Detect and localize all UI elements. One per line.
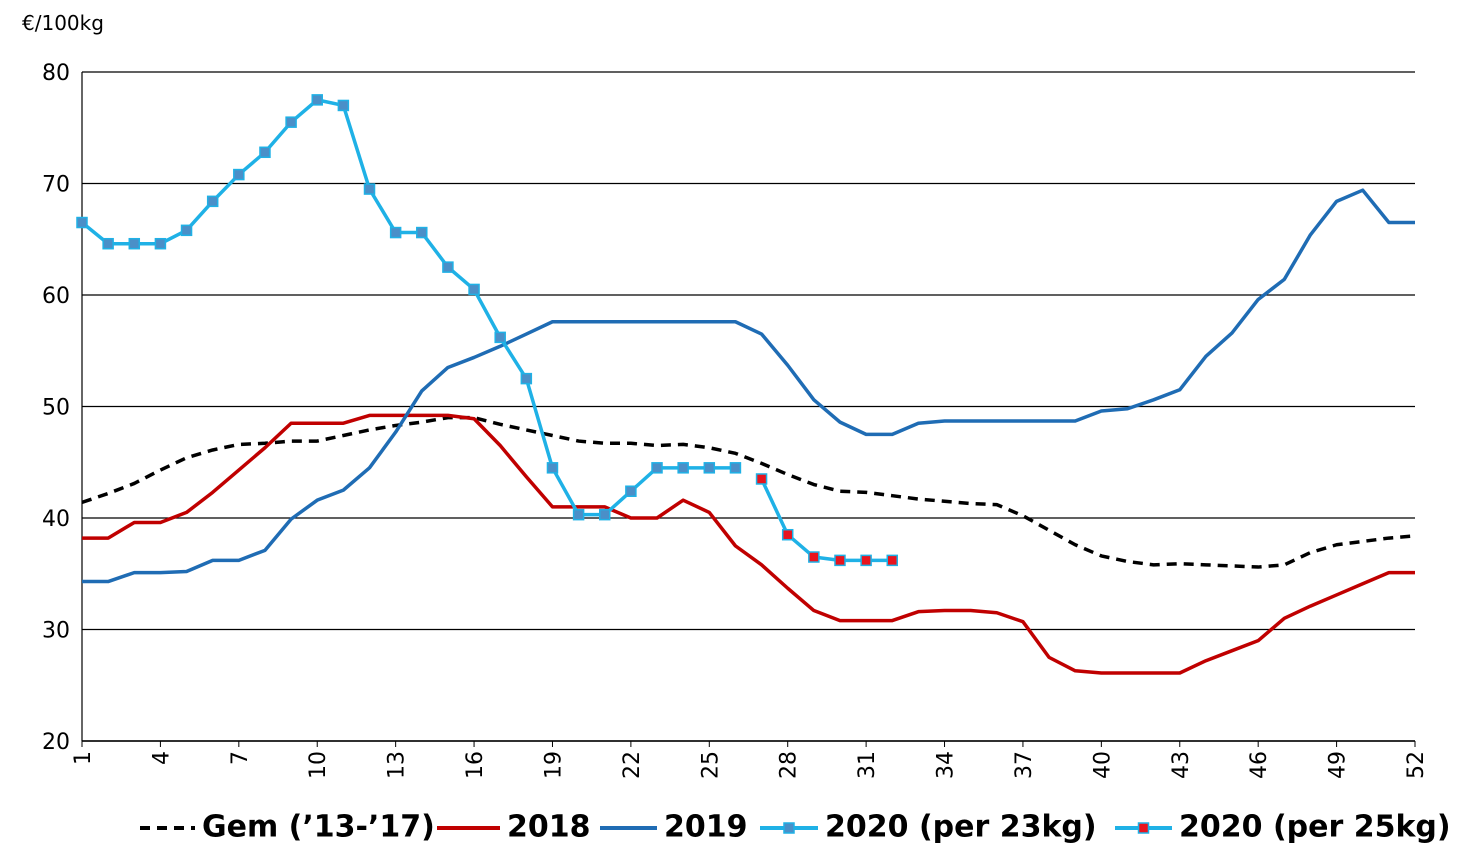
- x-tick-label: 34: [934, 751, 959, 779]
- x-tick-label: 1: [71, 751, 96, 765]
- legend-label: 2019: [664, 810, 748, 845]
- marker: [154, 237, 167, 250]
- marker: [102, 237, 114, 250]
- marker: [834, 554, 846, 567]
- legend-label: 2018: [507, 810, 591, 845]
- marker: [128, 237, 141, 250]
- y-tick-label: 20: [42, 730, 70, 755]
- marker: [285, 116, 297, 128]
- marker: [625, 485, 637, 497]
- x-tick-label: 43: [1169, 751, 1194, 779]
- x-tick-label: 28: [777, 751, 802, 779]
- x-tick-label: 7: [228, 751, 253, 765]
- legend-label: 2020 (per 23kg): [825, 810, 1097, 845]
- marker: [546, 462, 559, 474]
- x-tick-label: 13: [385, 751, 410, 779]
- marker: [703, 462, 716, 474]
- legend-marker: [783, 822, 795, 834]
- marker: [677, 462, 689, 474]
- marker: [442, 261, 454, 273]
- x-tick-label: 25: [698, 751, 723, 779]
- marker: [808, 551, 820, 563]
- x-tick-label: 49: [1326, 751, 1351, 779]
- marker: [598, 508, 611, 521]
- y-tick-label: 60: [42, 284, 70, 309]
- marker: [259, 146, 271, 159]
- marker: [416, 226, 428, 239]
- y-tick-label: 70: [42, 173, 70, 198]
- marker: [860, 554, 872, 567]
- marker: [651, 462, 663, 474]
- legend-label: Gem (’13-’17): [202, 810, 435, 845]
- series-line: [759, 478, 893, 563]
- x-tick-label: 4: [149, 751, 174, 765]
- marker: [520, 372, 533, 385]
- x-tick-label: 22: [620, 751, 645, 779]
- marker: [781, 528, 794, 541]
- y-tick-label: 80: [42, 61, 70, 86]
- y-axis-label: €/100kg: [22, 11, 104, 35]
- x-tick-label: 52: [1404, 751, 1429, 779]
- marker: [468, 283, 480, 296]
- marker: [337, 99, 350, 112]
- x-tick-label: 16: [463, 751, 488, 779]
- y-tick-label: 50: [42, 396, 70, 421]
- x-tick-label: 40: [1090, 751, 1115, 779]
- marker: [886, 554, 899, 567]
- series-line: [82, 413, 1415, 675]
- series-line: [81, 415, 1416, 569]
- legend-marker: [1137, 822, 1150, 834]
- x-tick-label: 19: [541, 751, 566, 779]
- marker: [311, 94, 323, 106]
- x-tick-label: 37: [1012, 751, 1037, 779]
- marker: [494, 331, 506, 344]
- marker: [389, 226, 402, 239]
- x-tick-label: 31: [855, 751, 880, 779]
- marker: [233, 168, 245, 181]
- series-line: [82, 188, 1415, 584]
- marker: [755, 473, 768, 485]
- x-tick-label: 10: [306, 751, 331, 779]
- marker: [363, 183, 376, 195]
- x-tick-label: 46: [1247, 751, 1272, 779]
- marker: [180, 224, 193, 237]
- series-line: [80, 98, 736, 517]
- marker: [729, 462, 742, 474]
- marker: [206, 195, 219, 208]
- y-tick-label: 40: [42, 507, 70, 532]
- marker: [572, 508, 585, 521]
- marker: [76, 216, 88, 229]
- legend-label: 2020 (per 25kg): [1179, 810, 1451, 845]
- y-tick-label: 30: [42, 619, 70, 644]
